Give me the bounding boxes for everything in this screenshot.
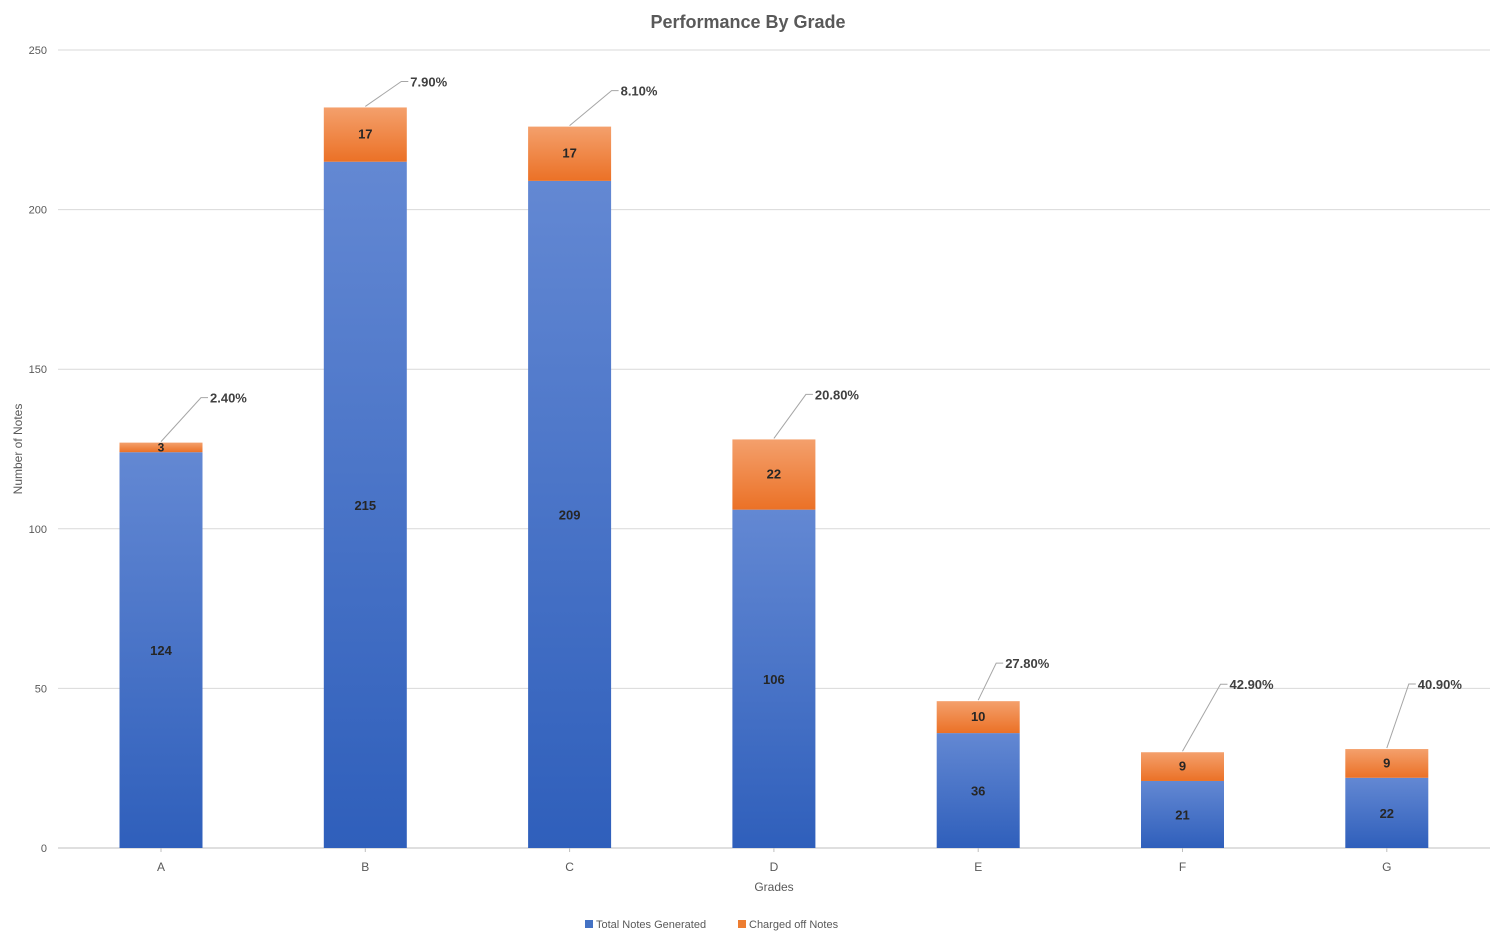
x-axis-title: Grades — [754, 880, 793, 894]
bar-total-notes-d — [732, 509, 816, 848]
x-tick-label: C — [565, 860, 574, 874]
callout-leader-line — [365, 80, 409, 107]
bar-total-notes-g — [1345, 777, 1429, 848]
value-label-charged-f: 9 — [1179, 759, 1186, 774]
value-label-charged-b: 17 — [358, 127, 372, 142]
callout-leader-line — [160, 397, 208, 442]
legend-swatch-charged-off — [738, 920, 746, 928]
bar-total-notes-c — [528, 180, 612, 848]
bar-charged-off-c — [528, 126, 612, 181]
value-label-charged-e: 10 — [971, 709, 985, 724]
bar-charged-off-e — [936, 701, 1020, 734]
legend: Total Notes Generated Charged off Notes — [585, 919, 839, 931]
chart-title: Performance By Grade — [650, 12, 845, 32]
value-label-total-d: 106 — [763, 672, 785, 687]
data-labels: 124 3 2.40% 215 17 7.90% 209 17 8.10% 106 22 20.80%… — [150, 74, 1462, 822]
bars — [119, 107, 1429, 849]
x-axis-ticks: A B C D E F G — [157, 848, 1391, 874]
value-label-charged-g: 9 — [1383, 755, 1390, 770]
value-label-total-a: 124 — [150, 643, 172, 658]
charge-off-rate-label-c: 8.10% — [621, 84, 658, 99]
y-axis-ticks: 0 50 100 150 200 250 — [29, 45, 47, 855]
value-label-charged-c: 17 — [562, 146, 576, 161]
y-tick-label: 150 — [29, 364, 47, 376]
value-label-total-e: 36 — [971, 784, 985, 799]
charge-off-rate-label-g: 40.90% — [1418, 677, 1463, 692]
legend-label-total-notes: Total Notes Generated — [596, 919, 706, 931]
x-tick-label: A — [157, 860, 165, 874]
bar-charged-off-d — [732, 439, 816, 510]
charge-off-rate-label-e: 27.80% — [1005, 656, 1050, 671]
value-label-charged-a: 3 — [158, 440, 165, 454]
charge-off-rate-label-a: 2.40% — [210, 391, 247, 406]
value-label-charged-d: 22 — [767, 467, 781, 482]
bar-charged-off-g — [1345, 749, 1429, 778]
bar-total-notes-b — [323, 161, 407, 849]
charge-off-rate-label-d: 20.80% — [815, 387, 860, 402]
x-tick-label: G — [1382, 860, 1391, 874]
x-tick-label: E — [974, 860, 982, 874]
y-tick-label: 0 — [41, 843, 47, 855]
callout-leader-line — [1182, 683, 1228, 752]
legend-label-charged-off: Charged off Notes — [749, 919, 839, 931]
x-tick-label: F — [1179, 860, 1186, 874]
bar-total-notes-e — [936, 733, 1020, 848]
value-label-total-f: 21 — [1175, 807, 1189, 822]
legend-swatch-total-notes — [585, 920, 593, 928]
callout-leader-line — [1386, 683, 1416, 749]
x-tick-label: D — [770, 860, 779, 874]
y-tick-label: 250 — [29, 45, 47, 57]
bar-total-notes-a — [119, 452, 203, 848]
y-tick-label: 200 — [29, 205, 47, 217]
callout-leader-line — [977, 662, 1004, 701]
x-tick-label: B — [361, 860, 369, 874]
bar-charged-off-b — [323, 107, 407, 162]
bar-charged-off-a — [119, 442, 203, 453]
callout-leader-line — [569, 90, 619, 126]
value-label-total-g: 22 — [1380, 806, 1394, 821]
y-tick-label: 100 — [29, 524, 47, 536]
bar-total-notes-f — [1141, 780, 1224, 848]
charge-off-rate-label-f: 42.90% — [1230, 677, 1275, 692]
callout-leader-line — [773, 393, 813, 439]
charge-off-rate-label-b: 7.90% — [410, 74, 447, 89]
bar-charged-off-f — [1141, 752, 1224, 781]
y-axis-title: Number of Notes — [11, 404, 25, 495]
y-tick-label: 50 — [35, 683, 47, 695]
value-label-total-c: 209 — [559, 507, 581, 522]
value-label-total-b: 215 — [354, 498, 376, 513]
